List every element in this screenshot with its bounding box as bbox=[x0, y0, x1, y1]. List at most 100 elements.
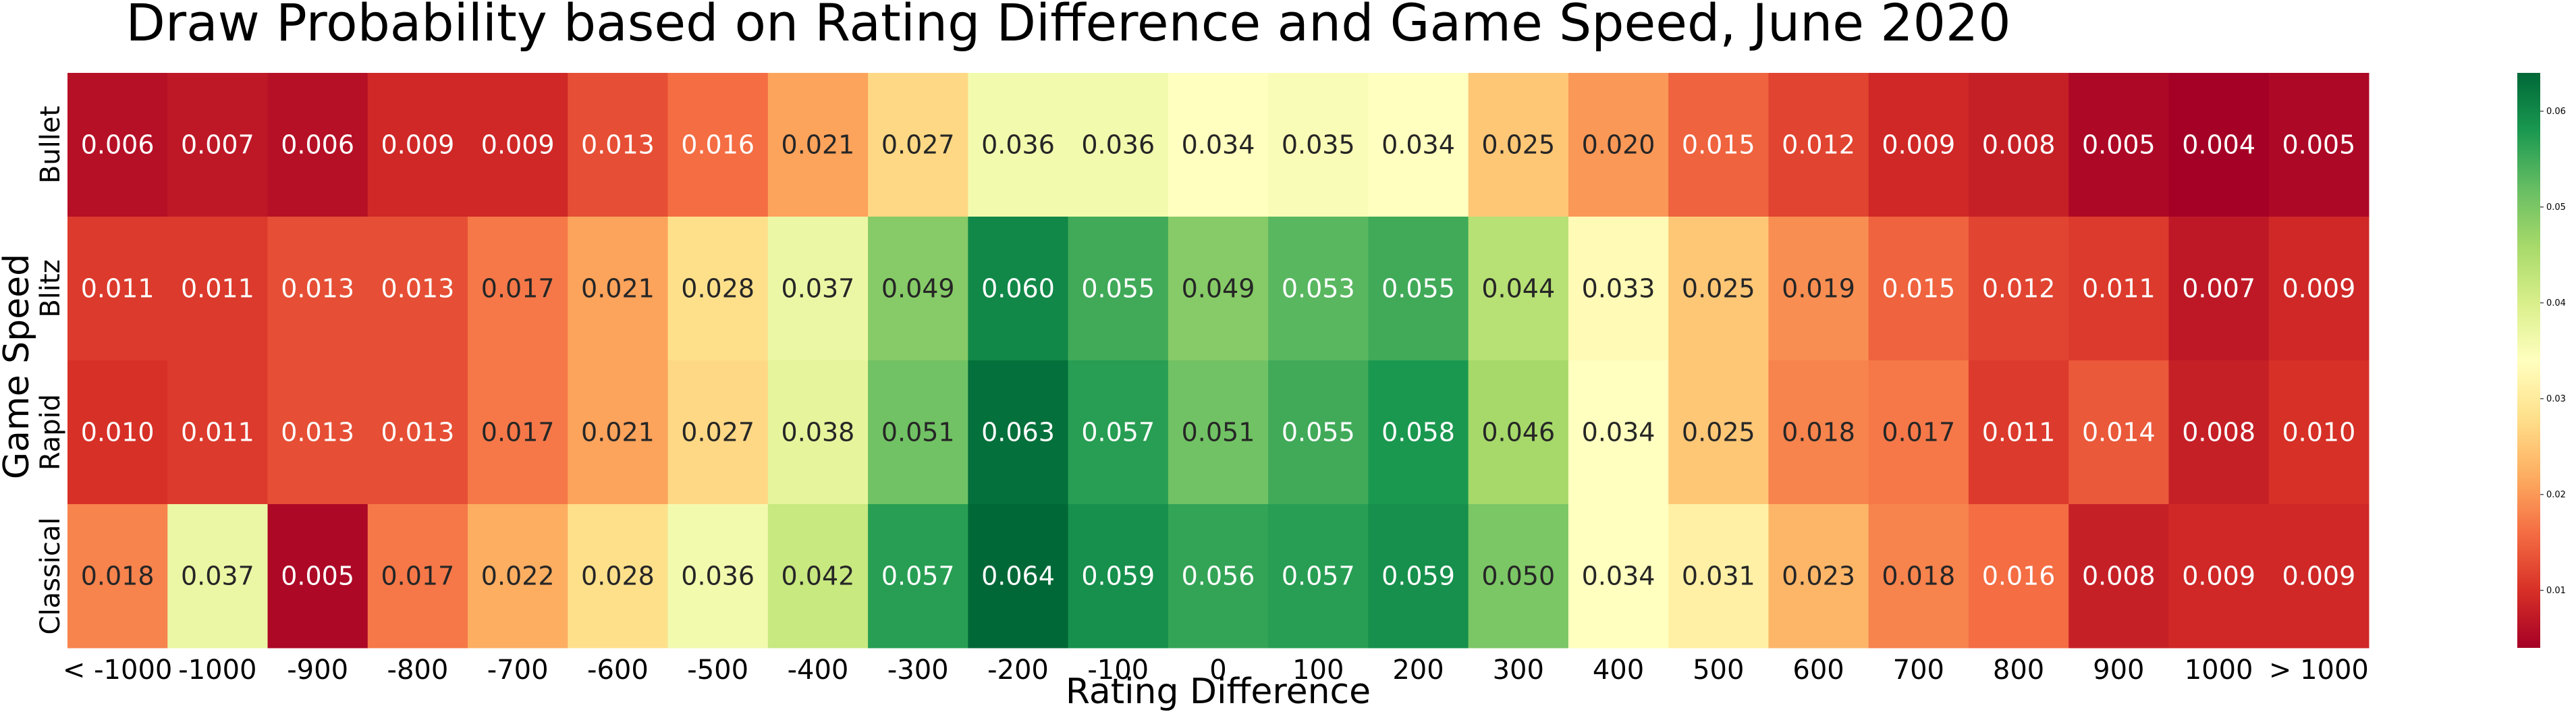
heatmap-cell bbox=[267, 73, 368, 217]
x-tick-label: 400 bbox=[1593, 655, 1644, 686]
heatmap-cell bbox=[1268, 360, 1369, 505]
heatmap-cell bbox=[1268, 217, 1369, 361]
cell-value-label: 0.020 bbox=[1582, 130, 1655, 160]
cell-value-label: 0.060 bbox=[981, 274, 1055, 304]
x-tick-label: 1000 bbox=[2185, 655, 2253, 686]
colorbar bbox=[2517, 73, 2540, 648]
x-tick-label: 200 bbox=[1392, 655, 1444, 686]
cell-value-label: 0.007 bbox=[2182, 274, 2255, 304]
cell-value-label: 0.011 bbox=[81, 274, 155, 304]
y-tick-labels: Bullet Blitz Rapid Classical bbox=[35, 106, 66, 635]
heatmap-cell bbox=[968, 360, 1069, 505]
heatmap-cell bbox=[1668, 73, 1769, 217]
heatmap-cell bbox=[767, 73, 869, 217]
heatmap-cell bbox=[367, 73, 468, 217]
cell-value-label: 0.021 bbox=[581, 418, 655, 447]
cell-value-label: 0.031 bbox=[1682, 561, 1755, 591]
heatmap-cell bbox=[667, 360, 769, 505]
colorbar-tick-label: 0.05 bbox=[2546, 202, 2566, 213]
cell-value-label: 0.036 bbox=[981, 130, 1055, 160]
heatmap-cell bbox=[2168, 360, 2270, 505]
cell-value-label: 0.009 bbox=[2282, 561, 2355, 591]
x-tick-label: 700 bbox=[1893, 655, 1944, 686]
x-tick-label: > 1000 bbox=[2269, 655, 2369, 686]
cell-value-label: 0.046 bbox=[1481, 418, 1555, 447]
cell-value-label: 0.010 bbox=[2282, 418, 2355, 447]
cell-value-label: 0.017 bbox=[481, 274, 555, 304]
cell-value-label: 0.012 bbox=[1782, 130, 1855, 160]
heatmap-cell bbox=[1168, 360, 1269, 505]
heatmap-cell bbox=[1868, 217, 1969, 361]
heatmap-cell bbox=[1268, 504, 1369, 649]
cell-value-label: 0.013 bbox=[381, 418, 455, 447]
cell-value-label: 0.027 bbox=[881, 130, 955, 160]
heatmap-cell bbox=[1868, 73, 1969, 217]
cell-value-label: 0.011 bbox=[181, 274, 254, 304]
cell-value-label: 0.015 bbox=[1682, 130, 1755, 160]
heatmap-cell bbox=[968, 504, 1069, 649]
cell-value-label: 0.011 bbox=[1982, 418, 2056, 447]
cell-value-label: 0.006 bbox=[281, 130, 354, 160]
cell-value-label: 0.036 bbox=[681, 561, 755, 591]
heatmap-cells: 0.006 0.007 0.006 0.009 0.009 0.013 0.016 0.021… bbox=[67, 73, 2369, 649]
heatmap-cell bbox=[1068, 504, 1169, 649]
x-tick-label: 300 bbox=[1493, 655, 1544, 686]
cell-value-label: 0.018 bbox=[81, 561, 155, 591]
heatmap-cell bbox=[1068, 217, 1169, 361]
heatmap-cell bbox=[67, 73, 168, 217]
cell-value-label: 0.034 bbox=[1182, 130, 1255, 160]
cell-value-label: 0.017 bbox=[381, 561, 455, 591]
colorbar-ticks: 0.01 0.02 0.03 0.04 0.05 0.06 bbox=[2540, 107, 2566, 596]
cell-value-label: 0.010 bbox=[81, 418, 155, 447]
cell-value-label: 0.022 bbox=[481, 561, 555, 591]
heatmap-cell bbox=[468, 217, 568, 361]
heatmap-cell bbox=[1968, 217, 2069, 361]
heatmap-cell bbox=[167, 73, 269, 217]
cell-value-label: 0.055 bbox=[1081, 274, 1155, 304]
x-tick-label: -500 bbox=[687, 655, 748, 686]
heatmap-cell bbox=[2168, 504, 2270, 649]
heatmap-cell bbox=[2268, 217, 2369, 361]
cell-value-label: 0.064 bbox=[981, 561, 1055, 591]
x-tick-labels: < -1000 -1000 -900 -800 -700 -600 -500 -400 -300… bbox=[63, 655, 2369, 686]
cell-value-label: 0.057 bbox=[881, 561, 955, 591]
cell-value-label: 0.036 bbox=[1081, 130, 1155, 160]
heatmap-cell bbox=[1768, 217, 1869, 361]
y-tick-label: Bullet bbox=[35, 106, 66, 184]
y-tick-label: Classical bbox=[35, 518, 66, 635]
heatmap-cell bbox=[1168, 217, 1269, 361]
chart-title: Draw Probability based on Rating Differe… bbox=[126, 0, 2010, 53]
cell-value-label: 0.028 bbox=[681, 274, 755, 304]
heatmap-cell bbox=[1468, 360, 1569, 505]
cell-value-label: 0.008 bbox=[1982, 130, 2056, 160]
cell-value-label: 0.057 bbox=[1081, 418, 1155, 447]
heatmap-cell bbox=[568, 73, 669, 217]
heatmap-cell bbox=[2268, 360, 2369, 505]
cell-value-label: 0.016 bbox=[1982, 561, 2056, 591]
cell-value-label: 0.007 bbox=[181, 130, 254, 160]
heatmap-cell bbox=[968, 73, 1069, 217]
heatmap-cell bbox=[1768, 73, 1869, 217]
cell-value-label: 0.050 bbox=[1481, 561, 1555, 591]
colorbar-tick-label: 0.06 bbox=[2546, 107, 2566, 117]
heatmap-cell bbox=[868, 217, 968, 361]
cell-value-label: 0.008 bbox=[2082, 561, 2156, 591]
heatmap-cell bbox=[667, 73, 769, 217]
heatmap-cell bbox=[2168, 73, 2270, 217]
colorbar-tick-label: 0.03 bbox=[2546, 394, 2566, 404]
heatmap-cell bbox=[167, 360, 269, 505]
cell-value-label: 0.009 bbox=[2282, 274, 2355, 304]
heatmap-cell bbox=[1368, 504, 1469, 649]
cell-value-label: 0.004 bbox=[2182, 130, 2255, 160]
heatmap-cell bbox=[2068, 504, 2169, 649]
x-tick-label: < -1000 bbox=[63, 655, 172, 686]
cell-value-label: 0.008 bbox=[2182, 418, 2255, 447]
cell-value-label: 0.038 bbox=[782, 418, 855, 447]
heatmap-cell bbox=[1268, 73, 1369, 217]
cell-value-label: 0.042 bbox=[782, 561, 855, 591]
heatmap-cell bbox=[468, 73, 568, 217]
cell-value-label: 0.005 bbox=[281, 561, 354, 591]
heatmap-cell bbox=[1868, 504, 1969, 649]
cell-value-label: 0.051 bbox=[1182, 418, 1255, 447]
